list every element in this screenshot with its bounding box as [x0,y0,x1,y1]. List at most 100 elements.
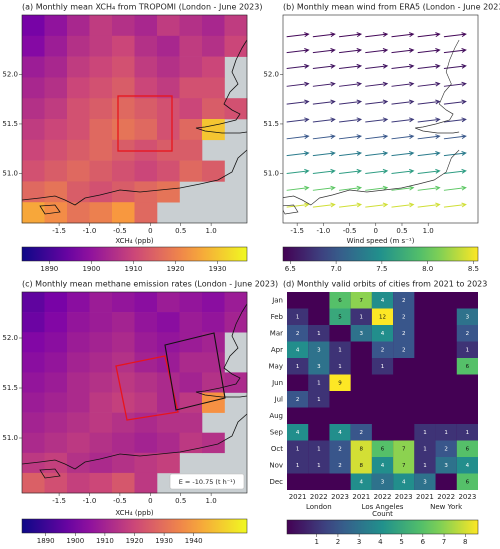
heatmap-cell [44,56,68,78]
x-tick-label: -1.5 [52,227,66,235]
wind-arrow [312,32,336,38]
wind-arrow [417,48,441,54]
heatmap-cell [134,392,158,413]
matrix-cell [371,457,394,474]
panel-title: (d) Monthly valid orbits of cities from … [283,280,487,289]
wind-arrow [417,185,441,191]
colorbar-tick-label: 3 [357,538,361,546]
heatmap-cell [89,35,113,57]
heatmap-cell [89,119,113,141]
matrix-layer: 6 7 4 21 5 1 12 2 32 1 3 4 2 24 3 1 2 2 11 3 1 1 61 92 14 4 2 1 1 11 1… [287,292,478,490]
heatmap-cell [224,35,248,57]
heatmap-cell [67,77,90,99]
heatmap-cell [67,98,90,120]
heatmap-cell [112,372,135,393]
heatmap-cell [89,312,113,333]
colorbar-tick-label: 1890 [37,537,55,545]
x-tick-label: 0.5 [396,227,407,235]
heatmap-cell [112,202,135,224]
heatmap-cell [157,292,180,313]
heatmap-cell [202,119,225,141]
matrix-cell [350,308,372,325]
heatmap-cell [157,35,180,57]
y-tick-label: Sep [270,428,284,436]
heatmap-cell [202,35,225,57]
annotation-box [169,473,245,490]
matrix-cell [393,440,415,457]
x-tick-label: 2023 [331,493,349,501]
heatmap-cell [89,372,113,393]
y-tick-label: Mar [270,329,283,337]
matrix-cell [308,391,330,408]
cell-label: 3 [360,331,364,337]
heatmap-cell [67,181,90,203]
matrix-cell [308,325,330,342]
heatmap-cell [89,292,113,313]
x-tick-label: -0.5 [113,497,127,505]
heatmap-cell [67,432,90,454]
matrix-cell [393,457,415,474]
cell-label: 1 [296,446,300,452]
wind-arrow [417,99,441,105]
heatmap-cell [89,432,113,454]
colorbar-label: XCH₄ (ppb) [115,509,154,517]
cell-label: 6 [381,446,385,452]
colorbar [282,246,479,262]
cell-label: 2 [360,430,364,436]
heatmap-cell [134,119,158,141]
wind-arrow [417,134,441,140]
wind-arrow [365,99,389,105]
heatmap-cell [157,412,180,433]
cell-label: 1 [381,364,385,370]
colorbar [21,518,248,534]
y-tick-label: Jul [274,395,284,403]
heatmap-cell [179,160,203,182]
matrix-cell [329,424,351,441]
heatmap-cell [224,292,248,313]
heatmap-cell [44,15,68,37]
wind-arrow [312,151,336,157]
wind-arrow [312,117,336,123]
cell-label: 7 [360,298,364,304]
x-tick-label: -1.0 [83,497,97,505]
heatmap-cell [22,432,45,454]
heatmap-cell [22,292,45,313]
panel-title: (b) Monthly mean wind from ERA5 (London … [283,3,500,12]
heatmap-cell [134,292,158,313]
wind-arrow [339,81,363,87]
cell-label: 3 [423,479,427,485]
matrix-cell [308,374,330,391]
heatmap-cell [134,332,158,353]
wind-arrow [365,202,389,208]
heatmap-cell [89,202,113,224]
cell-label: 3 [317,364,321,370]
heatmap-cell [179,292,203,313]
group-label: New York [430,503,463,511]
heatmap-cell [157,119,180,141]
cell-label: 1 [423,430,427,436]
heatmap-cell [157,160,180,182]
heatmap-cell [44,292,68,313]
colorbar-tick-label: 7 [442,538,446,546]
x-tick-label: 2022 [374,493,392,501]
colorbar-tick-label: 1900 [66,537,84,545]
heatmap-cell [134,35,158,57]
wind-arrow [443,48,467,54]
heatmap-cell [22,181,45,203]
heatmap-cell [202,15,225,37]
colorbar-tick-label: 1930 [155,537,173,545]
wind-arrow [339,168,363,174]
heatmap-cell [22,202,45,224]
cell-label: 2 [296,397,300,403]
heatmap-cell [112,35,135,57]
heatmap-cell [134,452,158,474]
region-box [164,332,226,411]
cell-label: 4 [381,331,385,337]
heatmap-cell [179,312,203,333]
matrix-cell [329,308,351,325]
heatmap-cell [67,412,90,433]
matrix-cell [287,308,309,325]
wind-arrow [339,134,363,140]
cell-label: 1 [466,347,470,353]
colorbar-tick-label: 6.5 [285,265,296,273]
